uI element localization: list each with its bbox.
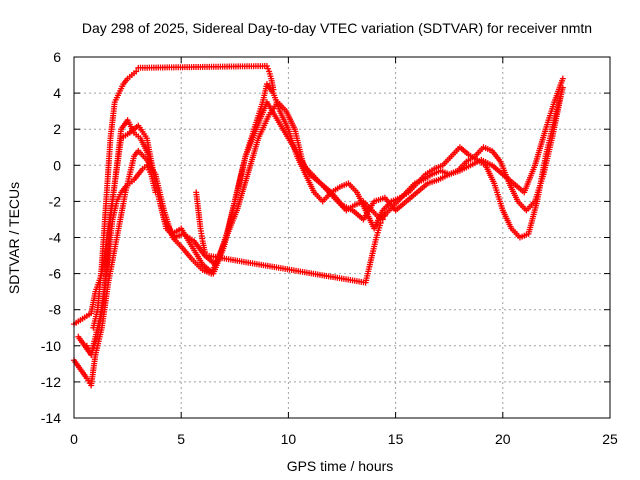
- y-tick-label: 6: [53, 49, 61, 65]
- data-point: [152, 189, 159, 196]
- data-series: [71, 63, 566, 389]
- x-tick-label: 10: [281, 431, 297, 447]
- y-tick-label: 0: [53, 157, 61, 173]
- data-point: [559, 84, 566, 91]
- y-axis-label: SDTVAR / TECUs: [6, 182, 22, 294]
- data-point: [201, 248, 208, 255]
- data-point: [133, 68, 140, 75]
- y-tick-label: -10: [41, 338, 61, 354]
- data-point: [265, 65, 272, 72]
- data-point: [379, 216, 386, 223]
- ticks: 0 5 10 15 20 25 -14 -12 -10 -8 -6 -4 -2 0 2 4 6: [41, 49, 618, 447]
- y-tick-label: 2: [53, 121, 61, 137]
- data-point: [381, 212, 388, 219]
- data-point: [263, 63, 270, 70]
- data-point: [377, 220, 384, 227]
- grid: [74, 57, 610, 418]
- x-tick-label: 0: [70, 431, 78, 447]
- x-tick-label: 5: [177, 431, 185, 447]
- data-point: [559, 75, 566, 82]
- y-tick-label: 4: [53, 85, 61, 101]
- y-tick-label: -4: [49, 230, 62, 246]
- x-axis-label: GPS time / hours: [287, 458, 394, 474]
- x-tick-label: 15: [388, 431, 404, 447]
- series-track-5: [193, 189, 388, 286]
- series-track-4: [90, 63, 277, 331]
- data-point: [270, 86, 277, 93]
- series-track-2: [71, 81, 566, 389]
- x-tick-label: 25: [602, 431, 618, 447]
- y-tick-label: -8: [49, 302, 62, 318]
- y-tick-label: -6: [49, 266, 62, 282]
- y-tick-label: -2: [49, 193, 62, 209]
- y-tick-label: -14: [41, 410, 61, 426]
- series-track-3: [75, 93, 564, 358]
- series-track-6: [83, 162, 159, 358]
- y-tick-label: -12: [41, 374, 61, 390]
- x-tick-label: 20: [495, 431, 511, 447]
- chart-title: Day 298 of 2025, Sidereal Day-to-day VTE…: [82, 20, 592, 36]
- data-point: [557, 93, 564, 100]
